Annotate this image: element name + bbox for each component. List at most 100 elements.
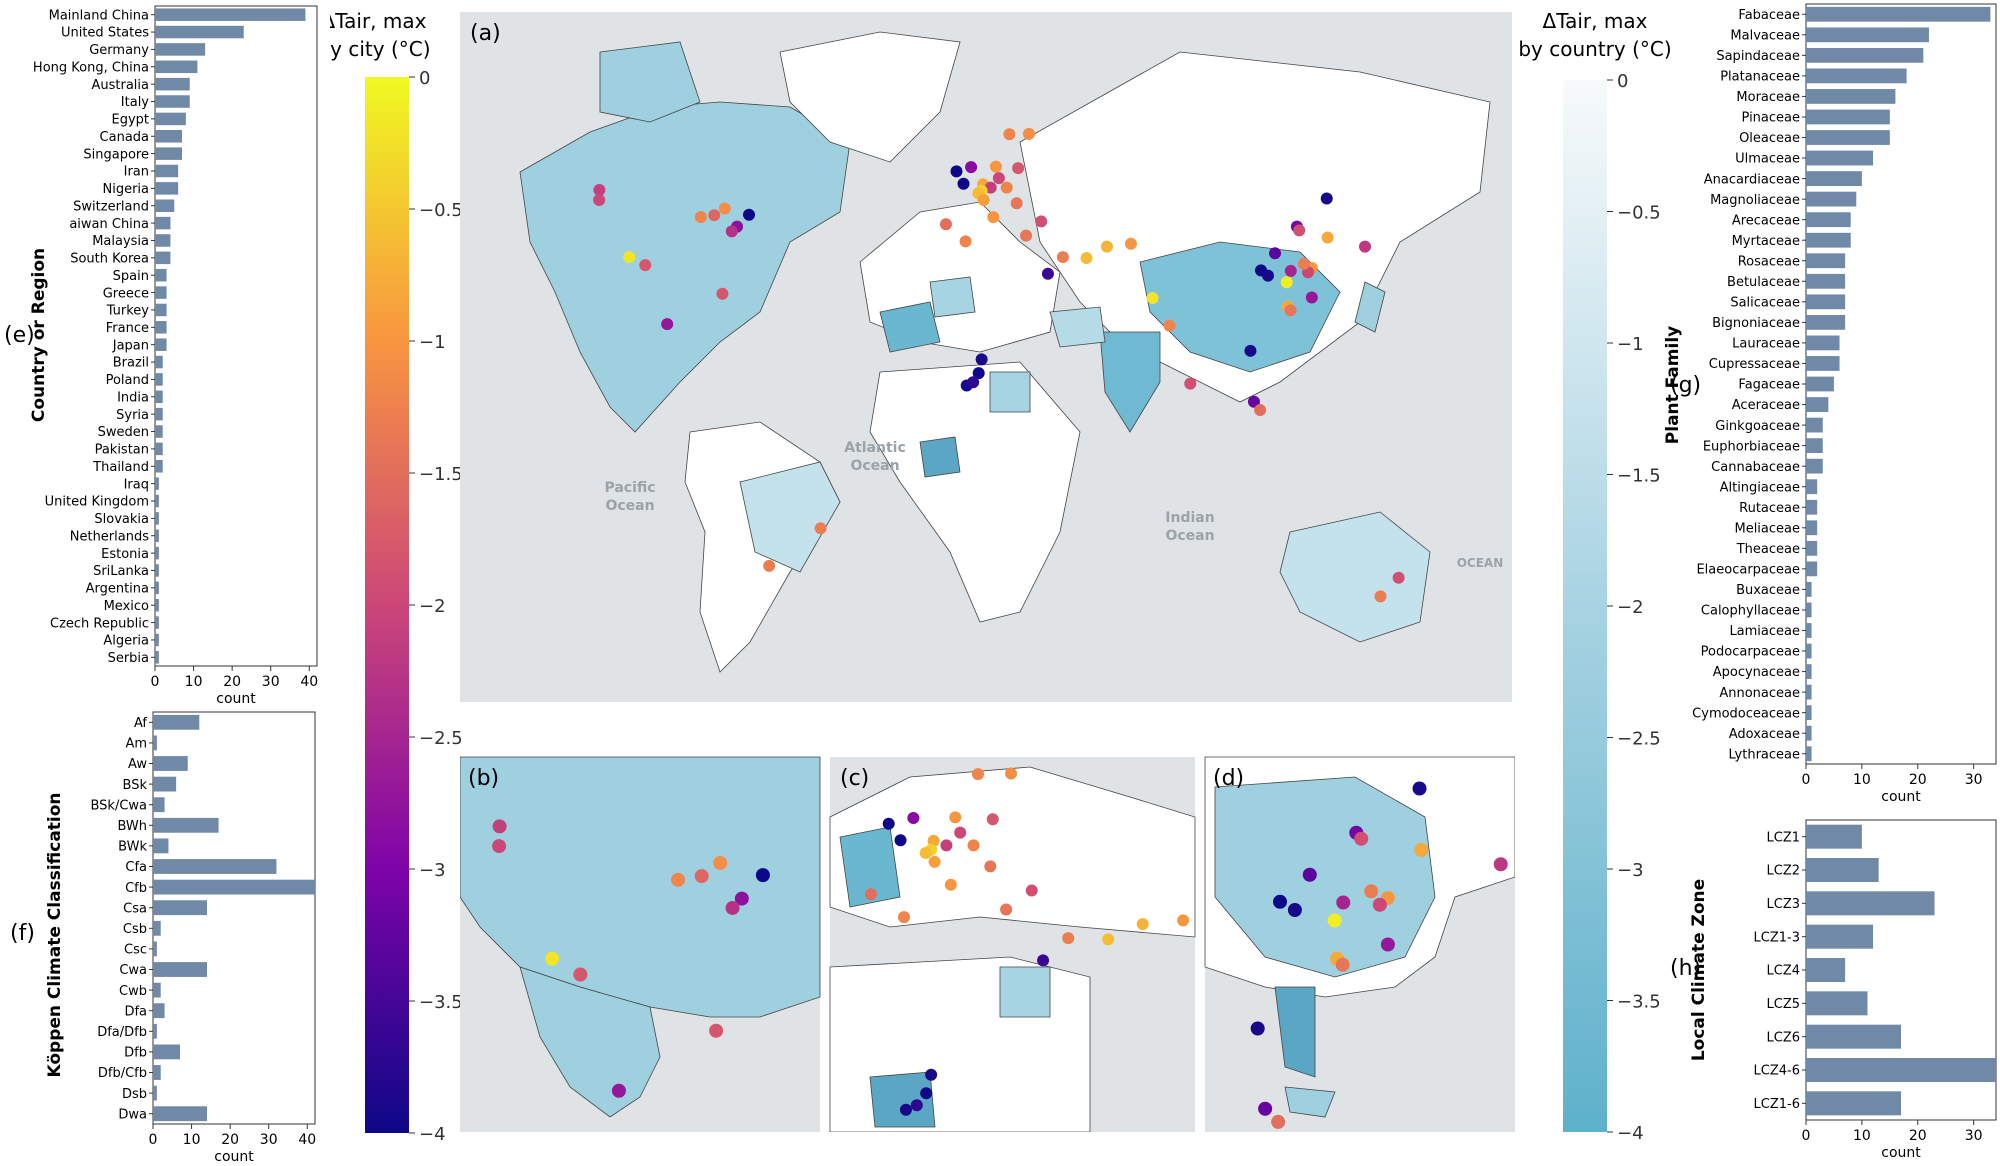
bar-f: [153, 838, 169, 854]
category-label-e: Iran: [124, 165, 149, 180]
category-label-e: France: [106, 321, 149, 336]
city-point: [1261, 269, 1274, 282]
map-east-asia: (d): [1204, 756, 1515, 1132]
bar-e: [155, 25, 244, 39]
bar-g: [1806, 705, 1812, 721]
colorbar-tick-label: −3.5: [1617, 992, 1661, 1013]
bar-h: [1806, 991, 1868, 1016]
bar-f: [153, 735, 157, 751]
bar-e: [155, 338, 167, 351]
bar-g: [1806, 356, 1840, 371]
category-label-f: Dfa/Dfb: [97, 1025, 147, 1040]
category-label-e: Egypt: [111, 113, 149, 128]
category-label-g: Rosaceae: [1738, 254, 1800, 269]
category-label-g: Cupressaceae: [1709, 357, 1800, 372]
category-label-g: Pinaceae: [1742, 111, 1800, 126]
bar-h: [1806, 1024, 1901, 1049]
ylabel-f: Köppen Climate Classification: [45, 792, 65, 1077]
city-point: [959, 235, 972, 248]
city-point: [1177, 914, 1190, 927]
bar-f: [153, 859, 277, 874]
category-label-h: LCZ5: [1767, 997, 1801, 1012]
colorbar-tick-label: −2: [419, 596, 446, 617]
label-atlantic-2: Ocean: [850, 458, 899, 474]
city-point: [1380, 937, 1395, 952]
city-point: [1364, 884, 1379, 899]
city-point: [725, 900, 740, 915]
category-label-e: Czech Republic: [50, 616, 149, 631]
category-label-e: Greece: [103, 286, 149, 301]
city-point: [1284, 304, 1297, 317]
map-b-points: [492, 819, 770, 1098]
land-d-malaysia: [1284, 1086, 1336, 1118]
category-label-g: Fabaceae: [1738, 8, 1800, 23]
city-point: [755, 868, 770, 883]
city-point: [907, 812, 920, 825]
bar-e: [155, 407, 163, 421]
city-point: [1269, 247, 1282, 260]
category-label-g: Adoxaceae: [1729, 727, 1800, 742]
city-point: [573, 967, 588, 982]
bar-e: [155, 286, 167, 299]
colorbar-tick-label: 0: [1617, 71, 1628, 92]
category-label-g: Podocarpaceae: [1701, 645, 1800, 660]
category-label-g: Salicaceae: [1730, 296, 1800, 311]
xtick-label-g: 10: [1853, 772, 1871, 788]
label-indian-2: Ocean: [1165, 528, 1214, 544]
city-point: [1273, 894, 1288, 909]
category-label-f: BWh: [117, 819, 147, 834]
city-point: [1493, 857, 1508, 872]
bar-e: [155, 598, 159, 612]
colorbar-city: ΔTair, max by city (°C) 0 −0.5 −1 −1.5 −2 −2.…: [330, 9, 463, 1145]
city-point: [989, 160, 1002, 173]
category-label-g: Myrtaceae: [1732, 234, 1800, 249]
bar-e: [155, 512, 159, 525]
bar-g: [1806, 643, 1812, 659]
bar-g: [1806, 130, 1890, 145]
city-point: [967, 376, 980, 389]
category-label-g: Arecaceae: [1732, 213, 1800, 228]
bar-f: [153, 982, 161, 998]
map-europe: (c): [829, 757, 1196, 1132]
city-point: [1336, 895, 1351, 910]
category-label-e: United Kingdom: [45, 495, 149, 510]
city-point: [1000, 181, 1013, 194]
category-label-e: Spain: [113, 269, 149, 284]
ylabel-e: Country or Region: [29, 248, 49, 422]
category-label-f: Dfa: [124, 1004, 147, 1019]
city-point: [708, 209, 721, 222]
category-label-e: Malaysia: [92, 234, 149, 249]
bar-e: [155, 112, 186, 126]
city-point: [1280, 276, 1293, 289]
bar-g: [1806, 458, 1823, 474]
bar-f: [153, 776, 177, 792]
city-point: [1022, 127, 1035, 140]
bar-e: [155, 43, 206, 56]
city-point: [1305, 291, 1318, 304]
category-label-g: Elaeocarpaceae: [1696, 563, 1800, 578]
category-label-g: Altingiaceae: [1720, 480, 1800, 495]
city-point: [864, 888, 877, 901]
xtick-label-g: 20: [1909, 772, 1927, 788]
bar-g: [1806, 150, 1874, 166]
city-point: [920, 1087, 933, 1100]
category-label-e: aiwan China: [69, 217, 149, 232]
category-label-f: Cwb: [119, 984, 147, 999]
category-label-h: LCZ1-6: [1754, 1097, 1800, 1112]
bar-g: [1806, 109, 1890, 125]
land-d-china: [1214, 776, 1436, 978]
category-label-f: Csc: [124, 943, 147, 958]
category-label-e: Netherlands: [70, 529, 149, 544]
city-point: [1302, 867, 1317, 882]
city-point: [671, 872, 686, 887]
city-point: [1163, 319, 1176, 332]
category-label-e: Mainland China: [49, 8, 149, 23]
city-point: [1392, 571, 1405, 584]
city-point: [919, 846, 932, 859]
bar-g: [1806, 417, 1823, 433]
category-label-e: Algeria: [103, 634, 149, 649]
colorbar-tick-label: −1: [1617, 334, 1644, 355]
xtick-label-f: 30: [260, 1132, 278, 1148]
city-point: [928, 855, 941, 868]
category-label-g: Anacardiaceae: [1704, 172, 1800, 187]
